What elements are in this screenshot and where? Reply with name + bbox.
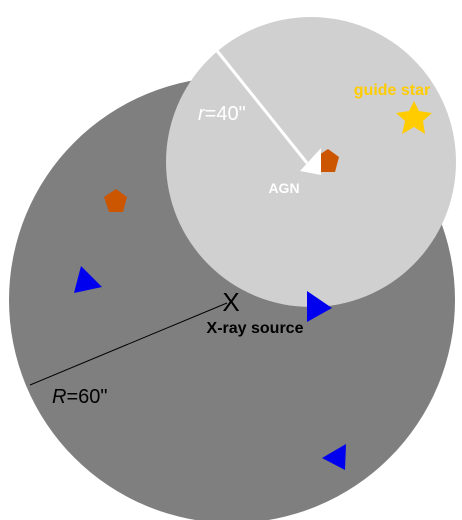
small-radius-value: =40" bbox=[205, 103, 246, 125]
large-radius-label: R=60" bbox=[52, 386, 107, 408]
pentagon-marker-agn bbox=[316, 149, 339, 172]
xray-source-label: X-ray source bbox=[207, 320, 304, 337]
triangle-marker-right bbox=[307, 291, 332, 322]
small-radius-variable: r bbox=[198, 103, 206, 125]
large-radius-value: =60" bbox=[66, 386, 107, 408]
pentagon-marker-outer bbox=[104, 189, 127, 212]
small-radius-label: r=40" bbox=[198, 103, 246, 125]
agn-white-triangle bbox=[300, 148, 321, 175]
guide-star-icon bbox=[396, 101, 432, 134]
large-radius-line bbox=[29, 302, 228, 386]
large-radius-variable: R bbox=[52, 386, 66, 408]
triangle-marker-bottom bbox=[322, 444, 346, 470]
small-radius-line bbox=[212, 46, 309, 164]
xray-marker-x: X bbox=[222, 287, 239, 317]
guide-star-label: guide star bbox=[354, 82, 430, 99]
agn-label: AGN bbox=[268, 180, 299, 196]
triangle-marker-left bbox=[74, 266, 102, 293]
